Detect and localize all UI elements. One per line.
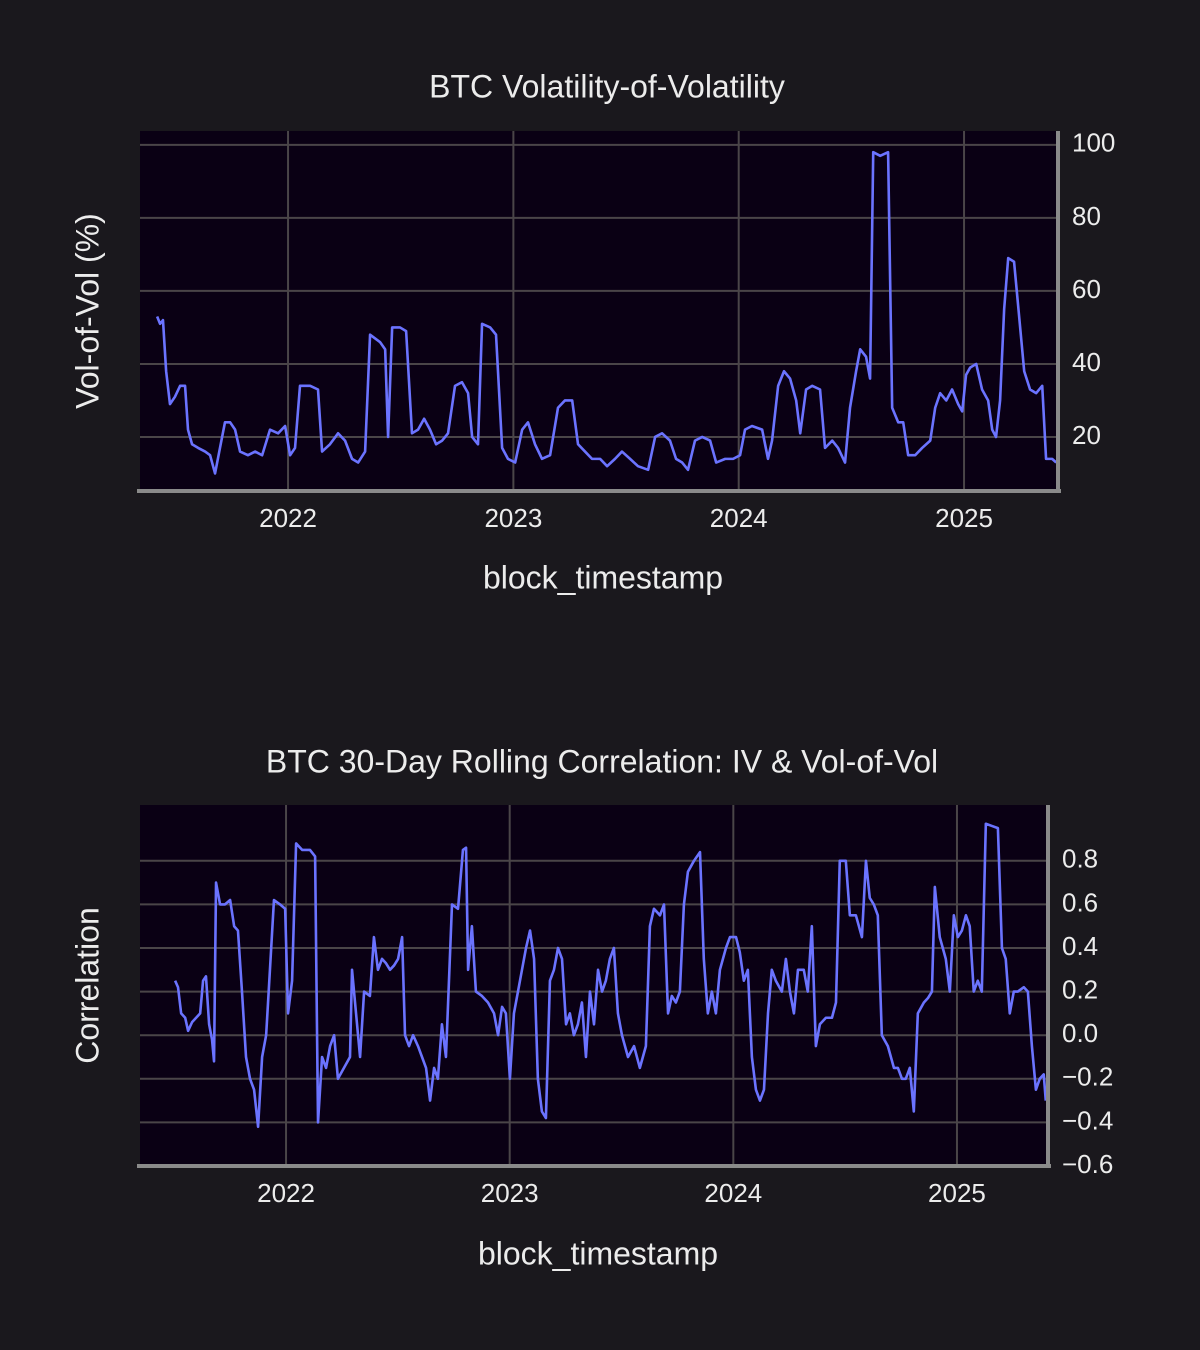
subplot: −0.6 −0.4 −0.2 0.0 0.2 0.4 0.6 0.8 2022 2023 2024 2… xyxy=(69,743,1113,1271)
y-tick-label: −0.2 xyxy=(1062,1062,1113,1092)
y-tick-label: 60 xyxy=(1072,274,1101,304)
x-tick-label: 2024 xyxy=(704,1178,762,1208)
x-axis-label: block_timestamp xyxy=(483,559,723,595)
x-axis-label: block_timestamp xyxy=(478,1235,718,1271)
y-axis-label: Vol-of-Vol (%) xyxy=(69,213,105,409)
y-tick-label: 20 xyxy=(1072,420,1101,450)
y-axis-label: Correlation xyxy=(69,907,105,1064)
y-tick-label: 0.6 xyxy=(1062,887,1098,917)
y-tick-label: 0.8 xyxy=(1062,844,1098,874)
chart-title: BTC 30-Day Rolling Correlation: IV & Vol… xyxy=(266,743,938,779)
x-tick-label: 2022 xyxy=(259,503,317,533)
chart-title: BTC Volatility-of-Volatility xyxy=(429,68,785,104)
y-tick-label: 100 xyxy=(1072,128,1115,158)
y-tick-label: 80 xyxy=(1072,201,1101,231)
subplot: 20 40 60 80 100 2022 2023 2024 2025 BTC Volatilit… xyxy=(69,68,1115,595)
series-line xyxy=(173,822,1048,1129)
x-tick-label: 2025 xyxy=(928,1178,986,1208)
x-tick-label: 2023 xyxy=(484,503,542,533)
y-tick-label: 0.4 xyxy=(1062,931,1098,961)
x-tick-label: 2024 xyxy=(710,503,768,533)
x-tick-label: 2025 xyxy=(935,503,993,533)
y-tick-label: −0.4 xyxy=(1062,1105,1113,1135)
y-tick-label: 0.2 xyxy=(1062,974,1098,1004)
y-tick-label: 40 xyxy=(1072,347,1101,377)
plot-background xyxy=(140,805,1048,1166)
y-tick-label: 0.0 xyxy=(1062,1018,1098,1048)
y-tick-label: −0.6 xyxy=(1062,1149,1113,1179)
x-tick-label: 2022 xyxy=(257,1178,315,1208)
x-tick-label: 2023 xyxy=(481,1178,539,1208)
series-line xyxy=(155,150,1058,475)
